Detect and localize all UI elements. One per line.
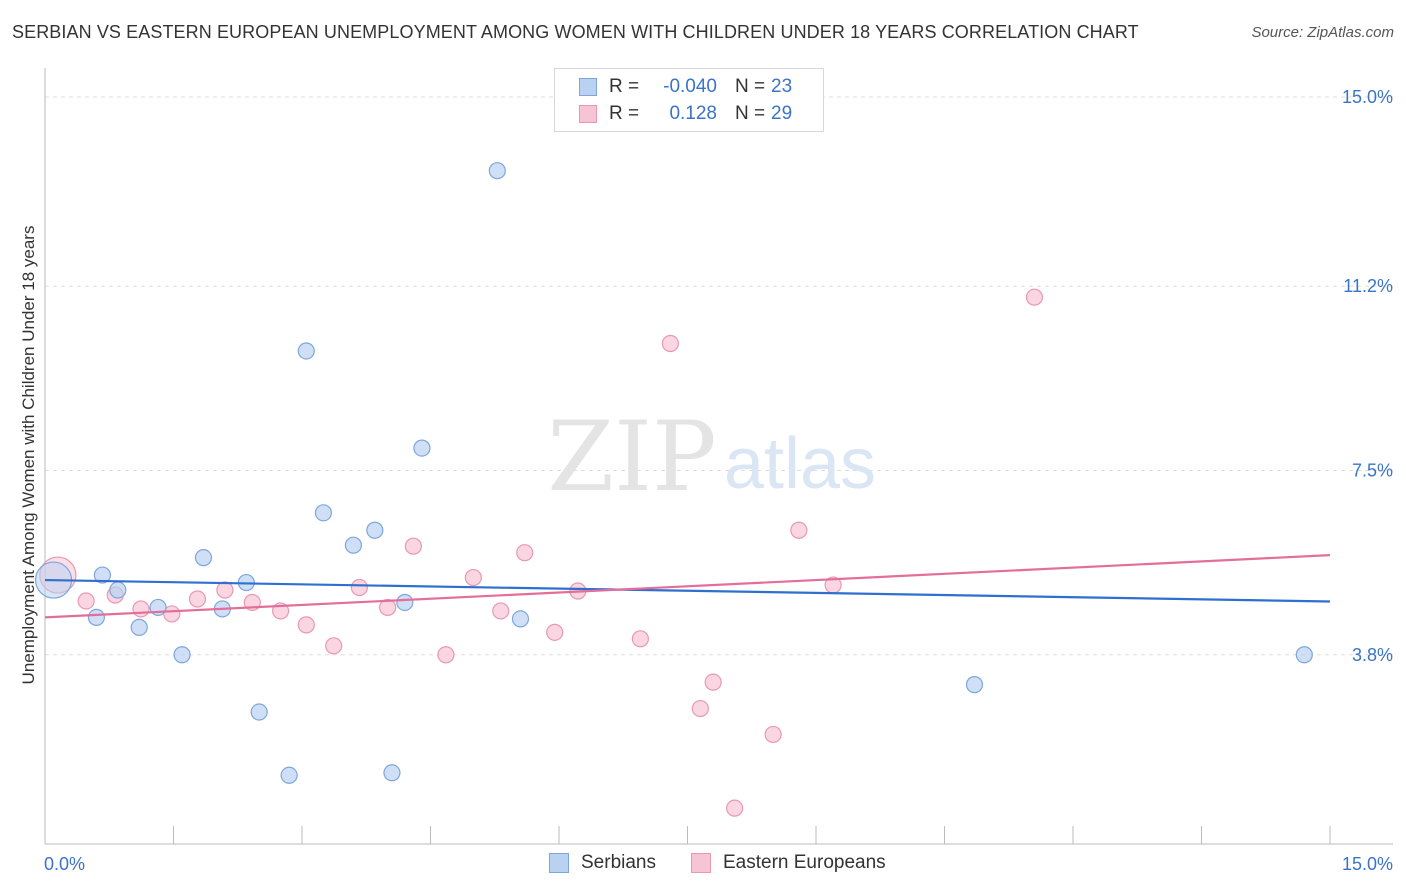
eastern-point [631, 630, 649, 648]
y-tick-label: 11.2% [1343, 276, 1393, 296]
x-tick-labels: 0.0% 15.0% [44, 854, 1393, 874]
serbian-point [344, 536, 362, 554]
serbian-point [1295, 646, 1313, 664]
eastern-point [704, 673, 722, 691]
serbian-point [250, 703, 268, 721]
x-ticks [173, 826, 1331, 844]
eastern-point [691, 699, 709, 718]
series-legend: Serbians Eastern Europeans [0, 852, 1406, 876]
serbians-swatch [579, 78, 597, 96]
legend-r-label: R = [609, 103, 640, 124]
eastern-swatch [579, 105, 597, 123]
serbian-point [93, 566, 111, 584]
axes [44, 68, 1393, 845]
serbian-point [109, 581, 127, 599]
eastern-point [163, 605, 181, 623]
eastern-point [132, 600, 150, 618]
serbian-point [413, 439, 431, 457]
watermark-zip: ZIP [547, 401, 716, 513]
eastern-point [437, 646, 455, 664]
gridlines [45, 96, 1393, 656]
y-tick-label: 3.8% [1352, 645, 1393, 665]
eastern-point [216, 581, 234, 599]
legend-row-eastern: R = 0.128 N = 29 [579, 102, 792, 126]
eastern-point [492, 602, 510, 620]
legend-r-label: R = [609, 76, 640, 97]
eastern-point [464, 568, 482, 587]
eastern-point [546, 623, 564, 641]
eastern-point [764, 725, 782, 744]
eastern-point [726, 799, 744, 817]
eastern-points [39, 288, 1044, 817]
x-tick-label: 0.0% [44, 854, 85, 874]
eastern-legend-swatch [691, 853, 711, 873]
eastern-point [325, 637, 343, 655]
eastern-point [661, 334, 679, 353]
y-tick-labels: 3.8% 7.5% 11.2% 15.0% [1342, 87, 1393, 665]
eastern-point [297, 616, 315, 634]
eastern-point [77, 592, 95, 610]
correlation-legend: R = -0.040 N = 23 R = 0.128 N = 29 [554, 68, 824, 132]
watermark: ZIP atlas [547, 401, 876, 513]
x-tick-label: 15.0% [1342, 854, 1393, 874]
serbian-point [297, 342, 315, 360]
serbian-point [511, 610, 530, 628]
serbians-legend-swatch [549, 853, 569, 873]
serbian-point [194, 549, 213, 567]
chart-title: SERBIAN VS EASTERN EUROPEAN UNEMPLOYMENT… [12, 22, 1139, 42]
serbian-point [965, 676, 984, 694]
eastern-point [404, 537, 422, 555]
serbians-n-value: 23 [771, 76, 793, 97]
serbian-point [396, 593, 414, 612]
serbian-point [366, 521, 384, 539]
legend-item-eastern[interactable]: Eastern Europeans [691, 852, 886, 874]
serbian-point [383, 764, 401, 782]
serbian-point [280, 766, 298, 784]
eastern-point [188, 590, 207, 608]
eastern-point [1025, 288, 1044, 306]
trend-lines [44, 554, 1331, 619]
eastern-legend-label: Eastern Europeans [723, 852, 886, 873]
serbian-point [488, 162, 506, 180]
legend-n-label: N = [735, 76, 766, 97]
serbian-point [130, 618, 148, 636]
legend-n-label: N = [735, 103, 766, 124]
serbians-legend-label: Serbians [581, 852, 656, 873]
serbians-trend-line [44, 578, 1331, 603]
eastern-point [350, 578, 368, 597]
eastern-trend-line [44, 554, 1331, 619]
source-label: Source: ZipAtlas.com [1251, 24, 1394, 41]
y-tick-label: 7.5% [1352, 461, 1393, 481]
serbian-point [173, 646, 191, 664]
eastern-point [379, 598, 397, 617]
eastern-n-value: 29 [771, 103, 793, 124]
legend-item-serbians[interactable]: Serbians [549, 852, 656, 874]
y-tick-label: 15.0% [1342, 87, 1393, 107]
eastern-point [790, 521, 808, 539]
serbians-r-value: -0.040 [663, 76, 717, 97]
serbian-point [314, 504, 333, 522]
watermark-atlas: atlas [724, 424, 876, 504]
eastern-r-value: 0.128 [669, 103, 717, 124]
legend-row-serbians: R = -0.040 N = 23 [579, 75, 792, 99]
eastern-point [516, 544, 534, 562]
serbian-point [87, 608, 106, 627]
